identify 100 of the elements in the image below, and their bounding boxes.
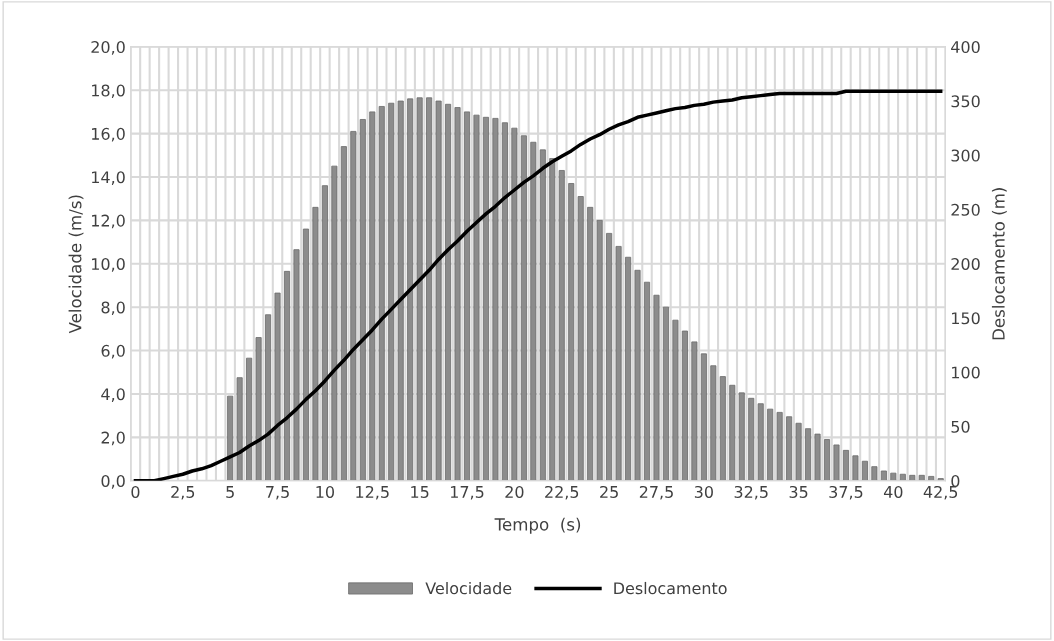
x-tick-label: 25 bbox=[600, 485, 618, 498]
bar bbox=[549, 158, 556, 481]
bar bbox=[445, 103, 452, 481]
bar bbox=[710, 365, 717, 481]
bar bbox=[814, 433, 821, 481]
bar bbox=[823, 439, 831, 481]
bar bbox=[653, 294, 660, 481]
bar bbox=[861, 460, 868, 481]
y-tick-label: 12,0 bbox=[92, 214, 125, 229]
x-axis-title: Tempo (s) bbox=[494, 517, 581, 534]
bar bbox=[672, 319, 679, 481]
y-tick-label: 6,0 bbox=[101, 344, 125, 359]
bar bbox=[283, 270, 291, 481]
bar bbox=[880, 470, 887, 481]
x-tick-label: 22,5 bbox=[545, 485, 579, 500]
x-tick-label: 20 bbox=[505, 485, 524, 498]
bar bbox=[767, 408, 774, 481]
x-tick-label: 30 bbox=[694, 485, 713, 498]
bar bbox=[776, 411, 783, 481]
y-tick-label: 8,0 bbox=[101, 301, 125, 316]
bar bbox=[643, 281, 651, 481]
bar bbox=[662, 306, 669, 481]
y2-tick-label: 350 bbox=[951, 95, 980, 108]
bar bbox=[321, 185, 328, 481]
bar bbox=[255, 337, 262, 481]
bar bbox=[520, 135, 527, 481]
bar bbox=[681, 330, 688, 481]
x-tick-label: 27,5 bbox=[639, 485, 673, 500]
bar bbox=[833, 444, 840, 481]
x-tick-label: 12,5 bbox=[356, 485, 389, 500]
bar bbox=[937, 478, 944, 481]
bar bbox=[757, 403, 764, 481]
bar bbox=[738, 392, 745, 481]
y2-axis-title: Deslocamento (m) bbox=[991, 188, 1007, 340]
bar bbox=[748, 397, 755, 481]
bar bbox=[265, 314, 272, 481]
bar bbox=[416, 97, 423, 481]
bar bbox=[596, 219, 603, 481]
bar bbox=[227, 395, 234, 481]
bar bbox=[246, 357, 253, 481]
bar bbox=[340, 146, 347, 481]
bar bbox=[435, 100, 442, 481]
bar bbox=[700, 353, 707, 481]
bar bbox=[568, 183, 575, 481]
x-tick-label: 37,5 bbox=[829, 485, 863, 500]
bar bbox=[805, 428, 812, 481]
y2-tick-label: 250 bbox=[951, 203, 980, 216]
bar bbox=[492, 117, 499, 481]
x-tick-label: 5 bbox=[226, 486, 234, 498]
bar bbox=[842, 449, 849, 481]
y2-tick-label: 300 bbox=[951, 149, 980, 162]
bar bbox=[587, 206, 594, 481]
bar bbox=[719, 376, 726, 481]
bar bbox=[539, 149, 546, 481]
bar bbox=[615, 245, 622, 481]
bar bbox=[331, 165, 338, 481]
y2-tick-label: 50 bbox=[951, 420, 970, 433]
bar bbox=[293, 249, 300, 481]
bar bbox=[852, 455, 859, 481]
x-tick-label: 7,5 bbox=[266, 486, 289, 500]
bar bbox=[729, 384, 736, 481]
bar bbox=[302, 228, 309, 481]
x-tick-label: 17,5 bbox=[450, 486, 484, 500]
bar bbox=[634, 269, 641, 481]
bar bbox=[606, 232, 613, 481]
bar bbox=[909, 474, 916, 481]
y-axis-title: Velocidade (m/s) bbox=[68, 195, 84, 334]
bar bbox=[918, 474, 925, 481]
bar bbox=[511, 127, 518, 481]
y-tick-label: 4,0 bbox=[101, 388, 125, 402]
bar bbox=[388, 102, 395, 481]
y-tick-label: 14,0 bbox=[92, 171, 125, 185]
legend-label: Velocidade bbox=[425, 581, 512, 595]
x-tick-label: 32,5 bbox=[734, 485, 768, 500]
bar bbox=[577, 196, 584, 481]
bar bbox=[426, 97, 433, 481]
bar bbox=[454, 107, 461, 481]
bar bbox=[786, 416, 793, 481]
x-tick-label: 40 bbox=[883, 485, 903, 498]
y-tick-label: 16,0 bbox=[92, 127, 125, 142]
bar bbox=[473, 114, 480, 481]
x-tick-label: 15 bbox=[411, 486, 429, 498]
bar bbox=[369, 111, 376, 481]
y2-tick-label: 200 bbox=[951, 257, 980, 271]
bar bbox=[397, 100, 404, 481]
bar bbox=[691, 341, 698, 481]
bar bbox=[501, 122, 508, 481]
bar bbox=[482, 116, 489, 481]
y-tick-label: 2,0 bbox=[101, 431, 125, 446]
y-tick-label: 20,0 bbox=[91, 41, 125, 55]
x-tick-label: 35 bbox=[789, 485, 808, 498]
y2-tick-label: 400 bbox=[951, 41, 980, 54]
bar bbox=[795, 422, 802, 481]
y-tick-label: 0,0 bbox=[101, 474, 125, 489]
bar bbox=[530, 141, 537, 481]
bar bbox=[350, 130, 357, 481]
bar bbox=[274, 292, 281, 481]
bar bbox=[558, 170, 565, 481]
y2-tick-label: 100 bbox=[952, 366, 980, 379]
y-tick-label: 18,0 bbox=[92, 84, 125, 99]
